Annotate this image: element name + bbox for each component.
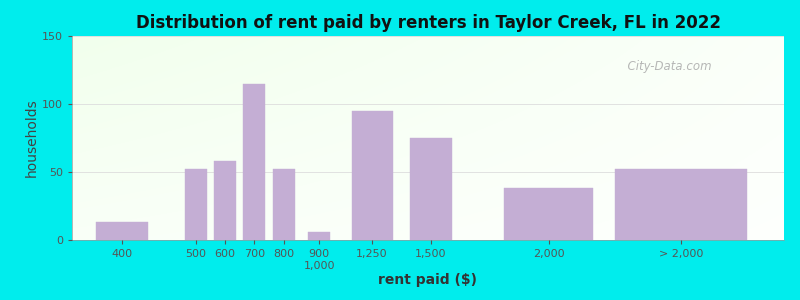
Bar xyxy=(243,84,266,240)
Bar xyxy=(351,111,393,240)
Text: City-Data.com: City-Data.com xyxy=(620,60,712,73)
Bar xyxy=(95,222,149,240)
Bar xyxy=(505,188,593,240)
Y-axis label: households: households xyxy=(25,99,39,177)
Bar xyxy=(214,161,236,240)
Bar xyxy=(615,169,747,240)
Bar xyxy=(308,232,330,240)
Bar xyxy=(185,169,206,240)
Title: Distribution of rent paid by renters in Taylor Creek, FL in 2022: Distribution of rent paid by renters in … xyxy=(135,14,721,32)
Bar xyxy=(273,169,295,240)
Bar xyxy=(410,138,451,240)
X-axis label: rent paid ($): rent paid ($) xyxy=(378,273,478,287)
